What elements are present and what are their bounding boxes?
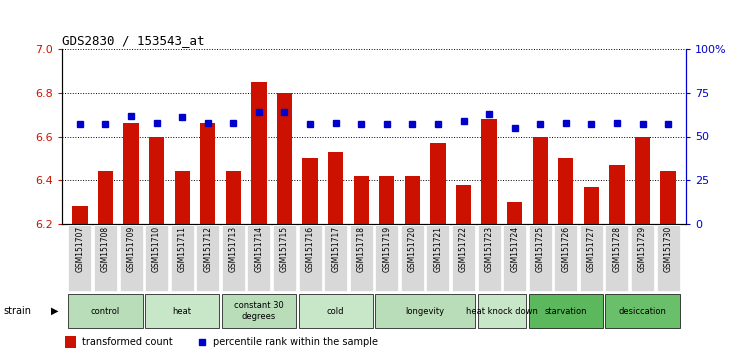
FancyBboxPatch shape xyxy=(171,225,194,291)
FancyBboxPatch shape xyxy=(273,225,296,291)
FancyBboxPatch shape xyxy=(349,225,373,291)
Bar xyxy=(507,202,523,224)
Bar xyxy=(200,124,216,224)
Text: GSM151717: GSM151717 xyxy=(331,226,340,272)
FancyBboxPatch shape xyxy=(477,225,501,291)
Text: GSM151722: GSM151722 xyxy=(459,226,468,272)
Bar xyxy=(277,93,292,224)
Text: GSM151715: GSM151715 xyxy=(280,226,289,272)
Bar xyxy=(431,143,446,224)
FancyBboxPatch shape xyxy=(145,225,168,291)
FancyBboxPatch shape xyxy=(452,225,475,291)
Bar xyxy=(660,171,675,224)
FancyBboxPatch shape xyxy=(503,225,526,291)
Text: heat knock down: heat knock down xyxy=(466,307,538,315)
FancyBboxPatch shape xyxy=(401,225,424,291)
Text: GSM151707: GSM151707 xyxy=(75,226,84,272)
Bar xyxy=(303,158,318,224)
Text: GDS2830 / 153543_at: GDS2830 / 153543_at xyxy=(62,34,205,47)
Text: GSM151713: GSM151713 xyxy=(229,226,238,272)
FancyBboxPatch shape xyxy=(580,225,603,291)
Text: GSM151708: GSM151708 xyxy=(101,226,110,272)
FancyBboxPatch shape xyxy=(529,294,603,328)
Text: GSM151711: GSM151711 xyxy=(178,226,186,272)
FancyBboxPatch shape xyxy=(69,294,143,328)
Text: constant 30
degrees: constant 30 degrees xyxy=(234,301,284,321)
Text: GSM151729: GSM151729 xyxy=(638,226,647,272)
Text: cold: cold xyxy=(327,307,344,315)
Bar xyxy=(98,171,113,224)
FancyBboxPatch shape xyxy=(375,225,398,291)
Text: heat: heat xyxy=(173,307,192,315)
Text: ▶: ▶ xyxy=(51,306,58,316)
Text: GSM151728: GSM151728 xyxy=(613,226,621,272)
FancyBboxPatch shape xyxy=(221,225,245,291)
Text: GSM151714: GSM151714 xyxy=(254,226,263,272)
FancyBboxPatch shape xyxy=(298,225,322,291)
Text: GSM151721: GSM151721 xyxy=(433,226,442,272)
Text: desiccation: desiccation xyxy=(618,307,667,315)
FancyBboxPatch shape xyxy=(656,225,680,291)
FancyBboxPatch shape xyxy=(324,225,347,291)
Text: starvation: starvation xyxy=(545,307,587,315)
Text: GSM151720: GSM151720 xyxy=(408,226,417,272)
Text: GSM151712: GSM151712 xyxy=(203,226,212,272)
FancyBboxPatch shape xyxy=(94,225,117,291)
FancyBboxPatch shape xyxy=(605,294,680,328)
Bar xyxy=(456,185,471,224)
Text: GSM151727: GSM151727 xyxy=(587,226,596,272)
Text: strain: strain xyxy=(4,306,31,316)
Text: percentile rank within the sample: percentile rank within the sample xyxy=(213,337,378,347)
FancyBboxPatch shape xyxy=(196,225,219,291)
FancyBboxPatch shape xyxy=(554,225,577,291)
Bar xyxy=(635,137,650,224)
Text: GSM151710: GSM151710 xyxy=(152,226,161,272)
FancyBboxPatch shape xyxy=(69,225,91,291)
Text: GSM151709: GSM151709 xyxy=(126,226,135,272)
Bar xyxy=(584,187,599,224)
Bar xyxy=(124,124,139,224)
Text: longevity: longevity xyxy=(406,307,444,315)
Text: GSM151723: GSM151723 xyxy=(485,226,493,272)
Bar xyxy=(72,206,88,224)
Bar xyxy=(482,119,497,224)
Bar xyxy=(251,82,267,224)
FancyBboxPatch shape xyxy=(426,225,450,291)
FancyBboxPatch shape xyxy=(529,225,552,291)
FancyBboxPatch shape xyxy=(145,294,219,328)
Text: GSM151726: GSM151726 xyxy=(561,226,570,272)
Text: GSM151724: GSM151724 xyxy=(510,226,519,272)
FancyBboxPatch shape xyxy=(375,294,475,328)
Bar xyxy=(65,336,76,348)
Bar xyxy=(405,176,420,224)
Text: GSM151730: GSM151730 xyxy=(664,226,673,272)
Bar xyxy=(328,152,344,224)
Text: GSM151716: GSM151716 xyxy=(306,226,314,272)
FancyBboxPatch shape xyxy=(221,294,296,328)
Bar xyxy=(379,176,395,224)
Bar xyxy=(226,171,241,224)
Bar xyxy=(558,158,574,224)
Text: control: control xyxy=(91,307,120,315)
Text: GSM151718: GSM151718 xyxy=(357,226,366,272)
FancyBboxPatch shape xyxy=(298,294,373,328)
Bar xyxy=(175,171,190,224)
FancyBboxPatch shape xyxy=(477,294,526,328)
FancyBboxPatch shape xyxy=(247,225,270,291)
FancyBboxPatch shape xyxy=(605,225,629,291)
Bar xyxy=(354,176,369,224)
Bar xyxy=(149,137,164,224)
Text: transformed count: transformed count xyxy=(82,337,173,347)
Text: GSM151719: GSM151719 xyxy=(382,226,391,272)
FancyBboxPatch shape xyxy=(631,225,654,291)
Bar xyxy=(609,165,624,224)
Bar xyxy=(533,137,548,224)
Text: GSM151725: GSM151725 xyxy=(536,226,545,272)
FancyBboxPatch shape xyxy=(120,225,143,291)
